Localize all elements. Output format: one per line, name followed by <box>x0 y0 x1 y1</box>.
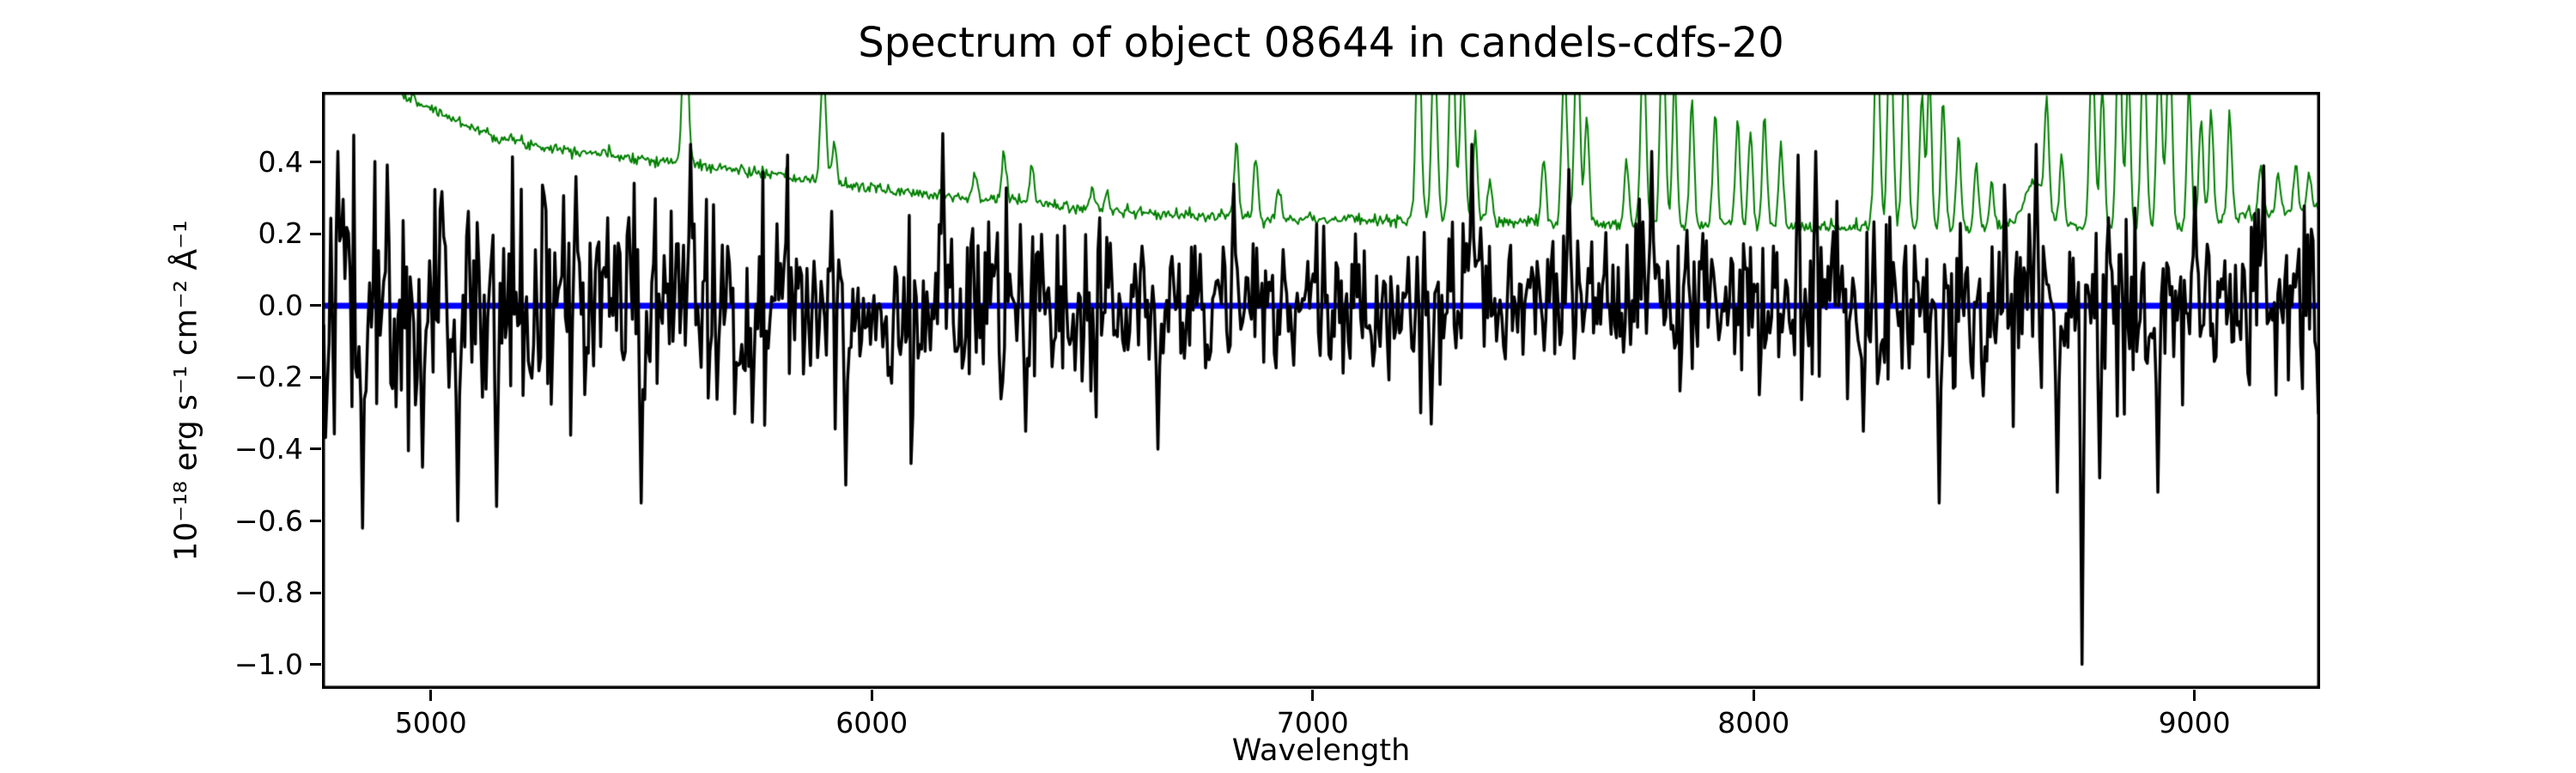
x-tick-label: 9000 <box>2158 706 2231 740</box>
y-tick-mark <box>310 591 321 594</box>
y-tick-label: −0.6 <box>234 503 303 538</box>
y-tick-mark <box>310 304 321 307</box>
x-tick-label: 5000 <box>394 706 467 740</box>
plot-canvas <box>322 92 2320 689</box>
y-tick-label: −0.2 <box>234 360 303 394</box>
y-tick-mark <box>310 447 321 451</box>
x-tick-label: 7000 <box>1276 706 1349 740</box>
x-axis-label: Wavelength <box>1231 733 1411 768</box>
y-tick-label: −0.8 <box>234 575 303 610</box>
x-tick-mark <box>870 690 873 701</box>
y-tick-label: 0.4 <box>258 144 303 179</box>
x-tick-mark <box>1752 690 1755 701</box>
y-tick-label: 0.0 <box>258 288 303 322</box>
y-tick-label: −0.4 <box>234 431 303 466</box>
y-tick-mark <box>310 663 321 666</box>
y-tick-label: 0.2 <box>258 216 303 251</box>
x-tick-mark <box>2193 690 2196 701</box>
y-tick-mark <box>310 375 321 379</box>
chart-title: Spectrum of object 08644 in candels-cdfs… <box>858 19 1784 67</box>
x-tick-label: 8000 <box>1717 706 1790 740</box>
y-tick-mark <box>310 232 321 235</box>
y-tick-mark <box>310 161 321 164</box>
x-tick-label: 6000 <box>835 706 908 740</box>
y-tick-mark <box>310 520 321 523</box>
x-tick-mark <box>429 690 433 701</box>
x-tick-mark <box>1311 690 1315 701</box>
y-tick-label: −1.0 <box>234 647 303 681</box>
